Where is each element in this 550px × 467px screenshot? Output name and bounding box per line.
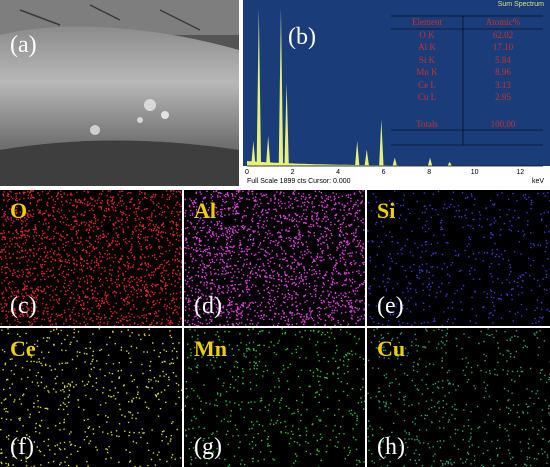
element-symbol-label: Ce bbox=[10, 336, 36, 361]
x-tick-label: 12 bbox=[516, 169, 524, 176]
spectrum-peak bbox=[364, 149, 369, 166]
sem-image-panel: (a) bbox=[0, 0, 239, 186]
panel-tag-label: (f) bbox=[10, 434, 34, 460]
element-map-dots bbox=[0, 190, 182, 326]
element-map-panel: Si (e) bbox=[367, 190, 550, 326]
x-tick-label: 0 bbox=[245, 169, 249, 176]
x-axis-band bbox=[243, 166, 550, 186]
table-cell-value: 8.96 bbox=[495, 67, 511, 77]
table-cell-element: Cu L bbox=[417, 92, 437, 102]
spectrum-peak bbox=[278, 8, 284, 166]
spectrum-peak bbox=[392, 157, 397, 166]
header-element: Element bbox=[412, 17, 442, 27]
x-tick-label: 6 bbox=[382, 169, 386, 176]
eds-spectrum-chart: 0 2 4 6 8 10 12 bbox=[243, 8, 550, 186]
table-header-row: Element Atomic% bbox=[391, 16, 543, 29]
table-row: O K 62.02 bbox=[391, 29, 543, 42]
spectrum-title: Sum Spectrum bbox=[497, 1, 544, 8]
table-cell-element: O K bbox=[419, 29, 435, 40]
table-cell-element: Al K bbox=[418, 42, 436, 52]
spectrum-unit: keV bbox=[531, 178, 544, 185]
panel-b-label: (b) bbox=[288, 24, 316, 50]
panel-tag-label: (g) bbox=[194, 434, 222, 460]
table-row: Si K 5.84 bbox=[391, 54, 543, 67]
spectrum-peak bbox=[379, 119, 384, 166]
spectrum-peak bbox=[256, 8, 262, 166]
spectrum-peak bbox=[265, 136, 271, 166]
spectrum-footer: Full Scale 1899 cts Cursor: 0.000 bbox=[247, 178, 351, 185]
element-map-dots bbox=[184, 190, 365, 326]
element-map-signal bbox=[184, 190, 365, 326]
x-tick-label: 2 bbox=[291, 169, 295, 176]
spectrum-background bbox=[247, 161, 521, 166]
panel-tag-label: (e) bbox=[377, 293, 404, 319]
table-total-row: Totals 100.00 bbox=[391, 118, 543, 131]
element-map-panel: Ce (f) bbox=[0, 328, 182, 467]
spectrum-peak bbox=[355, 141, 360, 166]
element-map-signal bbox=[0, 190, 182, 326]
table-cell-value: 3.13 bbox=[495, 79, 511, 90]
element-map-panel: O (c) bbox=[0, 190, 182, 326]
element-symbol-label: O bbox=[10, 198, 28, 223]
table-cell-value: 17.10 bbox=[492, 42, 514, 52]
x-tick-label: 8 bbox=[427, 169, 431, 176]
element-symbol-label: Mn bbox=[194, 336, 227, 361]
element-map-panel: Mn (g) bbox=[184, 328, 365, 467]
spectrum-peak bbox=[284, 82, 289, 166]
panel-tag-label: (h) bbox=[377, 434, 405, 460]
header-atomic: Atomic% bbox=[485, 17, 521, 27]
x-tick-label: 10 bbox=[471, 169, 479, 176]
element-symbol-label: Al bbox=[194, 198, 216, 223]
total-value: 100.00 bbox=[490, 118, 516, 129]
table-row: Al K 17.10 bbox=[391, 41, 543, 54]
element-symbol-label: Si bbox=[377, 198, 396, 223]
element-symbol-label: Cu bbox=[377, 336, 406, 361]
table-row: Ce L 3.13 bbox=[391, 79, 543, 92]
table-cell-element: Mn K bbox=[416, 67, 438, 77]
panel-tag-label: (d) bbox=[194, 293, 222, 319]
spectrum-peak bbox=[427, 157, 433, 166]
table-cell-element: Si K bbox=[418, 54, 436, 65]
spectrum-peak bbox=[251, 141, 256, 166]
panel-a-label: (a) bbox=[10, 32, 37, 58]
element-map-signal bbox=[367, 328, 550, 467]
table-cell-value: 62.02 bbox=[492, 29, 514, 40]
element-map-dots bbox=[367, 328, 550, 467]
table-row: Cu L 2.95 bbox=[391, 91, 543, 104]
panel-tag-label: (c) bbox=[10, 293, 37, 319]
total-label: Totals bbox=[416, 118, 438, 129]
element-map-panel: Cu (h) bbox=[367, 328, 550, 467]
table-cell-element: Ce L bbox=[418, 79, 436, 90]
x-tick-label: 4 bbox=[336, 169, 340, 176]
table-cell-value: 2.95 bbox=[495, 92, 511, 102]
element-map-signal bbox=[367, 190, 550, 326]
eds-spectrum-panel: 0 2 4 6 8 10 12 Sum Spectrum (b) Element Atomi… bbox=[243, 0, 550, 186]
table-row: Mn K 8.96 bbox=[391, 66, 543, 79]
element-map-panel: Al (d) bbox=[184, 190, 365, 326]
table-cell-value: 5.84 bbox=[495, 54, 511, 65]
composition-table: Element Atomic% O K 62.02 Al K 17.10 Si K 5… bbox=[391, 16, 543, 130]
spectrum-peak bbox=[447, 161, 452, 166]
element-map-dots bbox=[367, 190, 550, 326]
sem-micrograph bbox=[0, 0, 239, 186]
